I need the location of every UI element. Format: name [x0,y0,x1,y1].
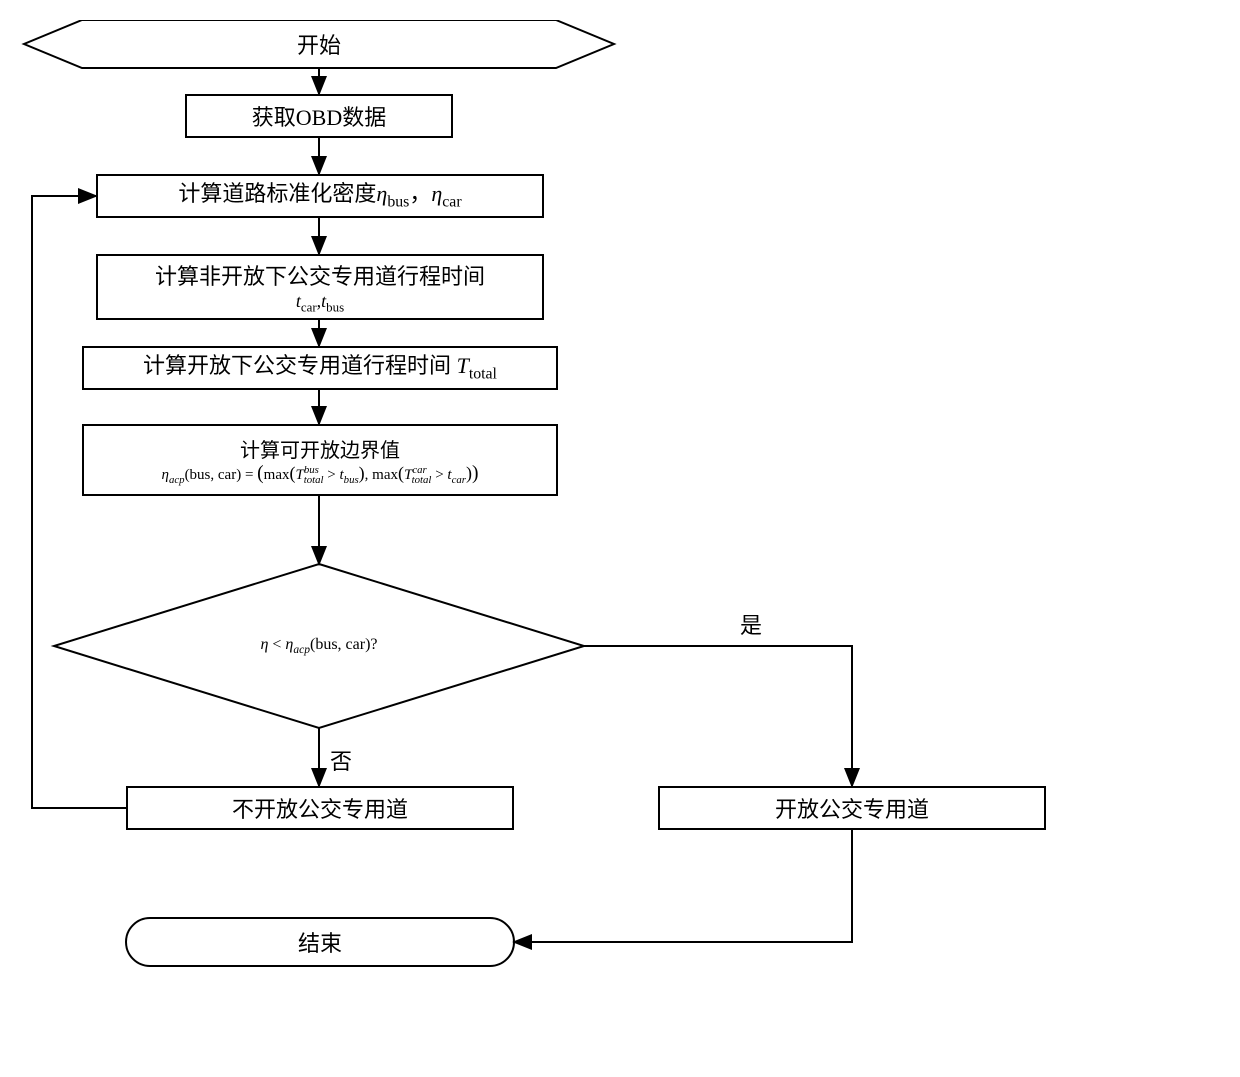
nonopen-line1: 计算非开放下公交专用道行程时间 [155,259,485,291]
edge-label-yes: 是 [740,608,762,640]
open-text: 计算开放下公交专用道行程时间 Ttotal [143,352,497,385]
boundary-line1: 计算可开放边界值 [240,434,400,463]
decision-text: η < ηacp(bus, car)? [260,636,377,656]
nonopen-line2: tcar,tbus [296,291,344,316]
boundary-formula: ηacp(bus, car) = (max(Tbustotal > tbus),… [162,463,479,486]
no-open-label: 不开放公交专用道 [232,792,408,824]
nonopen-node: 计算非开放下公交专用道行程时间 tcar,tbus [96,254,544,320]
obd-node: 获取OBD数据 [185,94,453,138]
open-node: 计算开放下公交专用道行程时间 Ttotal [82,346,558,390]
density-node: 计算道路标准化密度ηbus，ηcar [96,174,544,218]
end-node: 结束 [126,918,514,966]
density-text: 计算道路标准化密度ηbus，ηcar [178,180,461,213]
yes-open-label: 开放公交专用道 [775,792,929,824]
no-open-node: 不开放公交专用道 [126,786,514,830]
obd-label: 获取OBD数据 [252,100,386,132]
end-label: 结束 [298,926,342,958]
flowchart-canvas: 开始 获取OBD数据 计算道路标准化密度ηbus，ηcar 计算非开放下公交专用… [20,20,1220,1057]
yes-open-node: 开放公交专用道 [658,786,1046,830]
boundary-node: 计算可开放边界值 ηacp(bus, car) = (max(Tbustotal… [82,424,558,496]
edge-label-no: 否 [330,744,352,776]
start-label: 开始 [297,28,341,60]
start-node: 开始 [24,20,614,68]
decision-node: η < ηacp(bus, car)? [54,564,584,728]
